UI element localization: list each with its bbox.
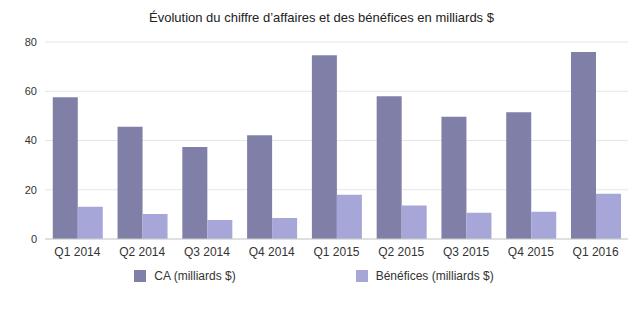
svg-text:60: 60 [25, 85, 37, 97]
svg-text:0: 0 [31, 233, 37, 245]
svg-text:20: 20 [25, 184, 37, 196]
svg-text:40: 40 [25, 134, 37, 146]
svg-text:Q1 2015: Q1 2015 [313, 245, 359, 259]
svg-text:Q4 2014: Q4 2014 [249, 245, 295, 259]
svg-text:Q3 2014: Q3 2014 [184, 245, 230, 259]
html-text:Bénéfices (milliards $): Bénéfices (milliards $) [375, 269, 494, 283]
svg-text:Q4 2015: Q4 2015 [508, 245, 554, 259]
svg-text:80: 80 [25, 36, 37, 48]
html-text:Évolution du chiffre d’affaire: Évolution du chiffre d’affaires et des b… [149, 10, 494, 25]
svg-text:Q1 2016: Q1 2016 [573, 245, 619, 259]
svg-text:Q1 2014: Q1 2014 [54, 245, 100, 259]
svg-text:Q2 2015: Q2 2015 [378, 245, 424, 259]
svg-text:Q2 2014: Q2 2014 [119, 245, 165, 259]
svg-text:Q3 2015: Q3 2015 [443, 245, 489, 259]
html-text:CA (milliards $): CA (milliards $) [154, 269, 236, 283]
